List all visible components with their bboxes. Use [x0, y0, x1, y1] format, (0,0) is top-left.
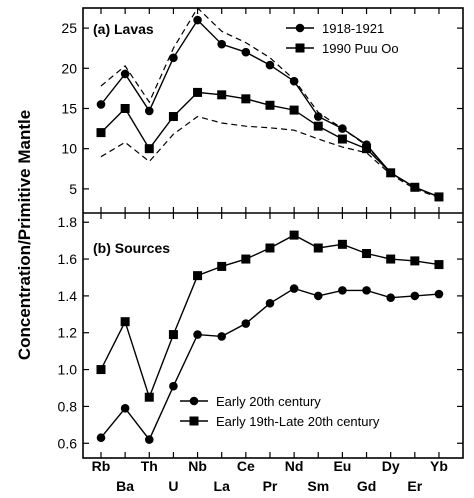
y-tick-label: 1.4: [58, 288, 78, 304]
y-tick-label: 1.6: [58, 251, 78, 267]
data-point: [434, 289, 444, 299]
data-point: [337, 239, 347, 249]
x-tick-label: Rb: [92, 458, 111, 474]
data-point: [386, 168, 396, 178]
legend-label: 1990 Puu Oo: [322, 41, 399, 56]
panel-title: (a) Lavas: [93, 21, 154, 37]
y-tick-label: 10: [61, 141, 77, 157]
x-tick-label: Nb: [188, 458, 207, 474]
legend-marker: [295, 23, 305, 33]
data-point: [265, 243, 275, 253]
data-point: [386, 254, 396, 264]
data-point: [193, 330, 202, 339]
y-tick-label: 0.8: [58, 398, 78, 414]
data-point: [96, 365, 106, 375]
data-point: [144, 392, 154, 402]
data-point: [168, 330, 178, 340]
y-tick-label: 1.2: [58, 325, 78, 341]
y-tick-label: 20: [61, 60, 77, 76]
data-point: [313, 291, 323, 301]
legend-marker: [189, 416, 199, 426]
data-point: [337, 134, 347, 144]
data-point: [144, 106, 154, 116]
data-point: [193, 15, 202, 25]
data-point: [241, 47, 251, 57]
data-point: [410, 291, 420, 301]
data-point: [338, 286, 347, 295]
data-point: [96, 433, 106, 443]
data-point: [120, 69, 130, 79]
data-point: [144, 144, 154, 154]
data-point: [120, 103, 130, 113]
x-tick-label: Eu: [333, 458, 351, 474]
x-tick-label: Dy: [382, 458, 400, 474]
x-tick-label: Sm: [307, 478, 329, 494]
x-tick-label: Ba: [116, 478, 134, 494]
data-point: [265, 298, 275, 308]
legend-label: 1918-1921: [322, 21, 384, 36]
x-tick-label: Yb: [430, 458, 448, 474]
x-tick-label: La: [214, 478, 231, 494]
data-point: [313, 112, 323, 121]
y-axis-label: Concentration/Primitive Mantle: [15, 110, 34, 360]
legend-label: Early 19th-Late 20th century: [216, 414, 380, 429]
legend-marker: [295, 43, 305, 53]
y-tick-label: 1.8: [58, 214, 78, 230]
data-point: [265, 100, 275, 110]
data-point: [96, 100, 106, 109]
plot-frame: [82, 7, 464, 459]
data-point: [241, 254, 251, 264]
data-point: [410, 256, 420, 266]
data-point: [313, 121, 323, 131]
data-point: [193, 271, 203, 281]
data-point: [241, 94, 251, 104]
data-point: [362, 286, 371, 295]
data-point: [386, 293, 395, 303]
data-point: [362, 249, 372, 259]
dashed-envelope-line: [100, 115, 440, 199]
data-point: [217, 39, 226, 49]
x-tick-label: Pr: [263, 478, 278, 494]
data-point: [217, 332, 226, 341]
y-tick-label: 1.0: [58, 362, 78, 378]
data-point: [289, 76, 299, 86]
data-point: [289, 284, 299, 293]
y-tick-label: 5: [69, 181, 77, 197]
y-tick-label: 15: [61, 100, 77, 116]
data-point: [169, 53, 178, 63]
legend-label: Early 20th century: [216, 394, 321, 409]
plot-layer: 5 10 15 20 25 (a) Lavas 1918-1921 1990 Puu Oo 0.…: [58, 7, 464, 494]
y-tick-label: 25: [61, 20, 77, 36]
data-point: [96, 128, 106, 138]
y-tick-label: 0.6: [58, 435, 78, 451]
panel-title: (b) Sources: [93, 240, 170, 256]
data-point: [144, 435, 154, 444]
x-tick-label: Th: [141, 458, 158, 474]
legend-marker: [189, 396, 199, 406]
data-point: [265, 60, 275, 70]
data-point: [434, 260, 444, 270]
data-point: [241, 319, 251, 328]
data-point: [217, 90, 227, 100]
data-point: [289, 230, 299, 240]
x-tick-label: Er: [407, 478, 422, 494]
data-point: [289, 105, 299, 115]
x-tick-label: U: [168, 478, 178, 494]
data-point: [120, 317, 130, 327]
data-point: [168, 112, 178, 122]
data-point: [169, 381, 178, 391]
data-point: [120, 403, 130, 413]
x-tick-label: Gd: [357, 478, 376, 494]
data-point: [217, 261, 227, 271]
data-point: [362, 144, 372, 154]
dashed-envelope-line: [100, 7, 440, 198]
data-point: [193, 87, 203, 97]
data-point: [313, 243, 323, 253]
x-tick-label: Nd: [285, 458, 304, 474]
x-tick-label: Ce: [237, 458, 255, 474]
